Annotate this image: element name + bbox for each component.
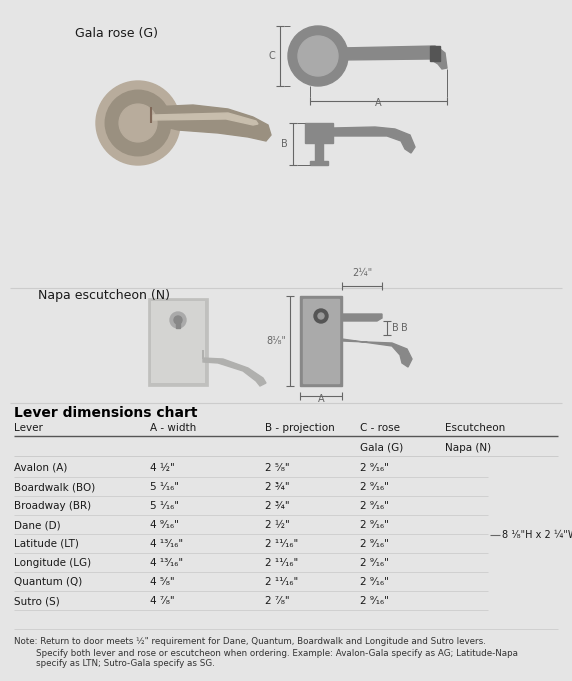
Text: Avalon (A): Avalon (A) bbox=[14, 463, 67, 473]
Polygon shape bbox=[153, 113, 258, 125]
Text: Quantum (Q): Quantum (Q) bbox=[14, 577, 82, 587]
Text: Gala (G): Gala (G) bbox=[360, 443, 403, 453]
Text: A: A bbox=[317, 394, 324, 404]
Text: 4 ½": 4 ½" bbox=[150, 463, 175, 473]
Polygon shape bbox=[340, 46, 447, 69]
Text: 2¼": 2¼" bbox=[352, 268, 372, 278]
Text: 2 ⁹⁄₁₆": 2 ⁹⁄₁₆" bbox=[360, 596, 389, 606]
Text: Boardwalk (BO): Boardwalk (BO) bbox=[14, 482, 96, 492]
Text: B - projection: B - projection bbox=[265, 423, 335, 433]
Text: 2 ¹¹⁄₁₆": 2 ¹¹⁄₁₆" bbox=[265, 539, 298, 549]
Text: B: B bbox=[401, 323, 408, 333]
Bar bbox=[300, 296, 342, 386]
Text: 2 ⁹⁄₁₆": 2 ⁹⁄₁₆" bbox=[360, 539, 389, 549]
Text: 4 ⁹⁄₁₆": 4 ⁹⁄₁₆" bbox=[150, 520, 179, 530]
Circle shape bbox=[96, 81, 180, 165]
Text: 4 ⁵⁄₈": 4 ⁵⁄₈" bbox=[150, 577, 174, 587]
Text: 4 ¹³⁄₁₆": 4 ¹³⁄₁₆" bbox=[150, 539, 183, 549]
Text: 2 ⁷⁄₈": 2 ⁷⁄₈" bbox=[265, 596, 289, 606]
Text: 2 ½": 2 ½" bbox=[265, 520, 290, 530]
Circle shape bbox=[288, 26, 348, 86]
Circle shape bbox=[174, 316, 182, 324]
Text: Lever: Lever bbox=[14, 423, 43, 433]
Text: 8¹⁄₈": 8¹⁄₈" bbox=[266, 336, 286, 346]
Text: Napa (N): Napa (N) bbox=[445, 443, 491, 453]
Text: 2 ⁹⁄₁₆": 2 ⁹⁄₁₆" bbox=[360, 558, 389, 568]
Text: 4 ¹³⁄₁₆": 4 ¹³⁄₁₆" bbox=[150, 558, 183, 568]
Text: 5 ¹⁄₁₆": 5 ¹⁄₁₆" bbox=[150, 501, 179, 511]
Bar bbox=[305, 123, 333, 143]
Circle shape bbox=[119, 104, 157, 142]
Text: 2 ¹¹⁄₁₆": 2 ¹¹⁄₁₆" bbox=[265, 558, 298, 568]
Polygon shape bbox=[342, 335, 412, 367]
Circle shape bbox=[298, 36, 338, 76]
Text: B: B bbox=[281, 139, 288, 149]
Circle shape bbox=[314, 309, 328, 323]
Circle shape bbox=[105, 91, 171, 156]
Text: C: C bbox=[268, 51, 275, 61]
Text: 8 ¹⁄₈"H x 2 ¼"W: 8 ¹⁄₈"H x 2 ¼"W bbox=[502, 530, 572, 539]
Text: 2 ⁹⁄₁₆": 2 ⁹⁄₁₆" bbox=[360, 463, 389, 473]
Text: 2 ⁹⁄₁₆": 2 ⁹⁄₁₆" bbox=[360, 501, 389, 511]
Text: A: A bbox=[375, 98, 382, 108]
Text: 2 ⁹⁄₁₆": 2 ⁹⁄₁₆" bbox=[360, 520, 389, 530]
Text: Dane (D): Dane (D) bbox=[14, 520, 61, 530]
Bar bbox=[310, 161, 328, 165]
Text: Latitude (LT): Latitude (LT) bbox=[14, 539, 79, 549]
Bar bbox=[303, 299, 339, 383]
Bar bbox=[151, 301, 205, 383]
Text: 2 ⁵⁄₈": 2 ⁵⁄₈" bbox=[265, 463, 289, 473]
Text: 2 ⁹⁄₁₆": 2 ⁹⁄₁₆" bbox=[360, 482, 389, 492]
Text: Broadway (BR): Broadway (BR) bbox=[14, 501, 91, 511]
Bar bbox=[315, 141, 323, 163]
Polygon shape bbox=[150, 105, 271, 141]
Text: 2 ¾": 2 ¾" bbox=[265, 482, 289, 492]
Text: Gala rose (G): Gala rose (G) bbox=[75, 27, 158, 39]
Circle shape bbox=[318, 313, 324, 319]
Text: Note: Return to door meets ½" requirement for Dane, Quantum, Boardwalk and Longi: Note: Return to door meets ½" requiremen… bbox=[14, 637, 486, 646]
Text: 2 ¹¹⁄₁₆": 2 ¹¹⁄₁₆" bbox=[265, 577, 298, 587]
Text: 4 ⁷⁄₈": 4 ⁷⁄₈" bbox=[150, 596, 174, 606]
Text: B: B bbox=[392, 323, 399, 333]
Polygon shape bbox=[203, 350, 266, 386]
Text: 2 ¾": 2 ¾" bbox=[265, 501, 289, 511]
Circle shape bbox=[170, 312, 186, 328]
Text: Napa escutcheon (N): Napa escutcheon (N) bbox=[38, 289, 170, 302]
Text: Lever dimensions chart: Lever dimensions chart bbox=[14, 406, 197, 420]
Polygon shape bbox=[333, 127, 415, 153]
Text: 2 ⁹⁄₁₆": 2 ⁹⁄₁₆" bbox=[360, 577, 389, 587]
Text: Sutro (S): Sutro (S) bbox=[14, 596, 59, 606]
Text: C - rose: C - rose bbox=[360, 423, 400, 433]
Text: Escutcheon: Escutcheon bbox=[445, 423, 505, 433]
Text: specify as LTN; Sutro-Gala specify as SG.: specify as LTN; Sutro-Gala specify as SG… bbox=[14, 659, 214, 669]
Text: 5 ¹⁄₁₆": 5 ¹⁄₁₆" bbox=[150, 482, 179, 492]
Text: Longitude (LG): Longitude (LG) bbox=[14, 558, 91, 568]
Bar bbox=[148, 298, 208, 386]
Bar bbox=[430, 46, 440, 61]
Text: Specify both lever and rose or escutcheon when ordering. Example: Avalon-Gala sp: Specify both lever and rose or escutcheo… bbox=[14, 648, 518, 657]
Polygon shape bbox=[342, 314, 382, 321]
Text: A - width: A - width bbox=[150, 423, 196, 433]
Bar bbox=[176, 318, 180, 328]
